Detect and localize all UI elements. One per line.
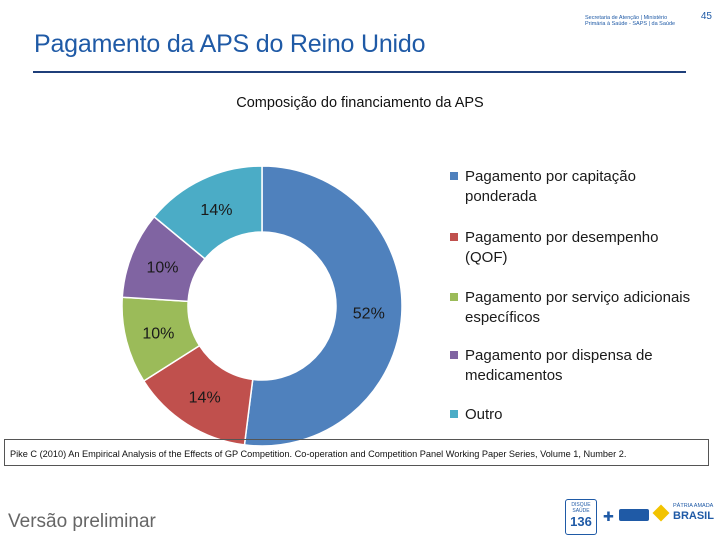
- title-divider: [33, 71, 686, 73]
- ministry-logo: [619, 509, 649, 521]
- legend-label: Outro: [465, 406, 503, 423]
- data-label-1: 52%: [353, 306, 385, 323]
- patria-amada-text: PÁTRIA AMADA: [673, 503, 714, 509]
- disque-saude-text: DISQUE SAÚDE: [571, 502, 591, 514]
- footnote-box: [4, 439, 709, 466]
- header-logo: Secretaria de Atenção | Ministério Primá…: [585, 15, 695, 35]
- footer-logos: DISQUE SAÚDE 136 ✚ PÁTRIA AMADA BRASIL: [565, 497, 715, 537]
- donut-slice-5: [153, 165, 263, 260]
- sus-plus-icon: ✚: [603, 509, 614, 524]
- disque-number: 136: [570, 514, 592, 529]
- brasil-text: BRASIL: [673, 510, 714, 522]
- brasil-flag-icon: [652, 504, 670, 522]
- chart-title: Composição do financiamento da APS: [236, 95, 484, 111]
- legend-swatch: [450, 351, 458, 359]
- data-label-5: 14%: [200, 202, 232, 219]
- data-label-4: 10%: [146, 260, 178, 277]
- footnote: Pike C (2010) An Empirical Analysis of t…: [10, 449, 627, 459]
- donut-slice-1: [243, 165, 403, 447]
- legend-label: Pagamento por desempenho (QOF): [465, 229, 659, 266]
- header-logo-line2: Primária à Saúde - SAPS | da Saúde: [585, 21, 676, 27]
- legend-swatch: [450, 293, 458, 301]
- legend-label: Pagamento por dispensa de medicamentos: [465, 347, 653, 384]
- data-label-2: 14%: [189, 389, 221, 406]
- brasil-logo: PÁTRIA AMADA BRASIL: [673, 503, 714, 522]
- legend-label: Pagamento por capitação ponderada: [465, 168, 636, 205]
- legend-swatch: [450, 410, 458, 418]
- disque-saude-logo: DISQUE SAÚDE 136: [565, 499, 597, 535]
- page-number: 45: [700, 11, 712, 22]
- legend-label: Pagamento por serviço adicionais específ…: [465, 289, 691, 326]
- legend-swatch: [450, 233, 458, 241]
- page-title: Pagamento da APS do Reino Unido: [34, 30, 426, 58]
- data-label-3: 10%: [142, 326, 174, 343]
- header-logo-line1: Secretaria de Atenção | Ministério: [585, 15, 668, 21]
- draft-label: Versão preliminar: [8, 511, 156, 532]
- legend-swatch: [450, 172, 458, 180]
